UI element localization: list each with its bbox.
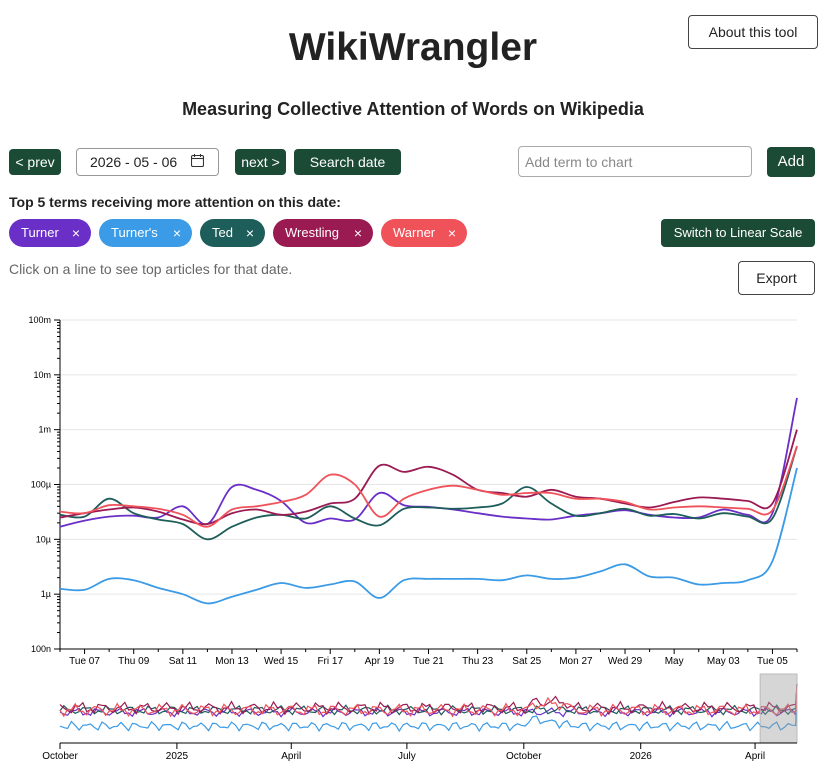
term-chip-label: Ted: [212, 225, 233, 240]
main-chart: 100n 1µ 10µ 100µ 1m 10m 100m Tue 07 Thu 09 Sat 11…: [28, 315, 798, 667]
term-chip-wrestling: Wrestling ×: [273, 219, 373, 247]
remove-term-icon[interactable]: ×: [245, 225, 254, 241]
prev-date-button[interactable]: < prev: [9, 149, 61, 175]
x-tick-label: Mon 27: [559, 656, 593, 667]
term-chip-turner: Turner ×: [9, 219, 91, 247]
calendar-icon[interactable]: [191, 154, 204, 167]
term-chip-label: Turner: [21, 225, 59, 240]
overview-x-tick-label: October: [506, 751, 542, 762]
overview-x-tick-label: 2026: [630, 751, 653, 762]
y-tick-label: 100µ: [31, 480, 51, 490]
overview-x-tick-label: July: [398, 751, 416, 762]
overview-chart: October 2025 April July October 2026 April: [42, 673, 798, 762]
next-date-button[interactable]: next >: [235, 149, 286, 175]
add-term-input[interactable]: [518, 146, 752, 177]
overview-x-tick-label: October: [42, 751, 78, 762]
overview-line: [59, 683, 798, 733]
y-tick-label: 10µ: [36, 534, 51, 544]
y-tick-label: 10m: [33, 370, 51, 380]
y-tick-label: 100m: [28, 315, 51, 325]
export-button[interactable]: Export: [738, 261, 815, 295]
series-line-wrestling: [59, 429, 798, 526]
about-button[interactable]: About this tool: [688, 15, 818, 49]
date-value: 2026 - 05 - 06: [90, 154, 178, 170]
x-tick-label: Mon 13: [215, 656, 249, 667]
term-chip-warner: Warner ×: [381, 219, 467, 247]
overview-line: [59, 683, 798, 716]
overview-line: [59, 683, 798, 718]
overview-line: [59, 683, 798, 716]
x-tick-label: May: [665, 656, 684, 667]
x-tick-label: Fri 17: [317, 656, 343, 667]
series-line-ted: [59, 445, 798, 541]
x-tick-label: Thu 23: [462, 656, 494, 667]
search-date-button[interactable]: Search date: [294, 149, 401, 175]
term-chip-label: Wrestling: [285, 225, 339, 240]
overview-x-tick-label: 2025: [166, 751, 189, 762]
overview-x-tick-label: April: [745, 751, 765, 762]
overview-line: [59, 683, 798, 718]
y-tick-label: 1µ: [41, 589, 51, 599]
brush-selection: [759, 673, 798, 744]
remove-term-icon[interactable]: ×: [353, 225, 362, 241]
overview-x-tick-label: April: [281, 751, 301, 762]
x-tick-label: Tue 05: [757, 656, 788, 667]
remove-term-icon[interactable]: ×: [447, 225, 456, 241]
date-input[interactable]: 2026 - 05 - 06: [76, 148, 219, 176]
x-tick-label: Wed 29: [608, 656, 643, 667]
term-chip-label: Turner's: [111, 225, 158, 240]
x-tick-label: Thu 09: [118, 656, 150, 667]
term-chip-turners: Turner's ×: [99, 219, 192, 247]
x-tick-label: Tue 07: [69, 656, 100, 667]
x-tick-label: Apr 19: [365, 656, 395, 667]
y-tick-label: 1m: [38, 425, 51, 435]
chart-hint: Click on a line to see top articles for …: [9, 261, 293, 277]
term-chip-ted: Ted ×: [200, 219, 265, 247]
x-tick-label: May 03: [707, 656, 740, 667]
x-tick-label: Tue 21: [413, 656, 444, 667]
remove-term-icon[interactable]: ×: [172, 225, 181, 241]
x-tick-label: Wed 15: [264, 656, 299, 667]
app-title: WikiWrangler: [288, 26, 538, 69]
y-tick-label: 100n: [31, 644, 51, 654]
add-term-button[interactable]: Add: [767, 147, 815, 177]
series-line-warner: [59, 445, 798, 528]
top-terms-label: Top 5 terms receiving more attention on …: [9, 194, 341, 210]
x-tick-label: Sat 25: [512, 656, 541, 667]
term-chip-label: Warner: [393, 225, 436, 240]
series-line-turners: [59, 467, 798, 605]
switch-scale-button[interactable]: Switch to Linear Scale: [661, 219, 815, 247]
x-tick-label: Sat 11: [169, 656, 198, 667]
remove-term-icon[interactable]: ×: [71, 225, 80, 241]
page-subtitle: Measuring Collective Attention of Words …: [182, 99, 644, 119]
